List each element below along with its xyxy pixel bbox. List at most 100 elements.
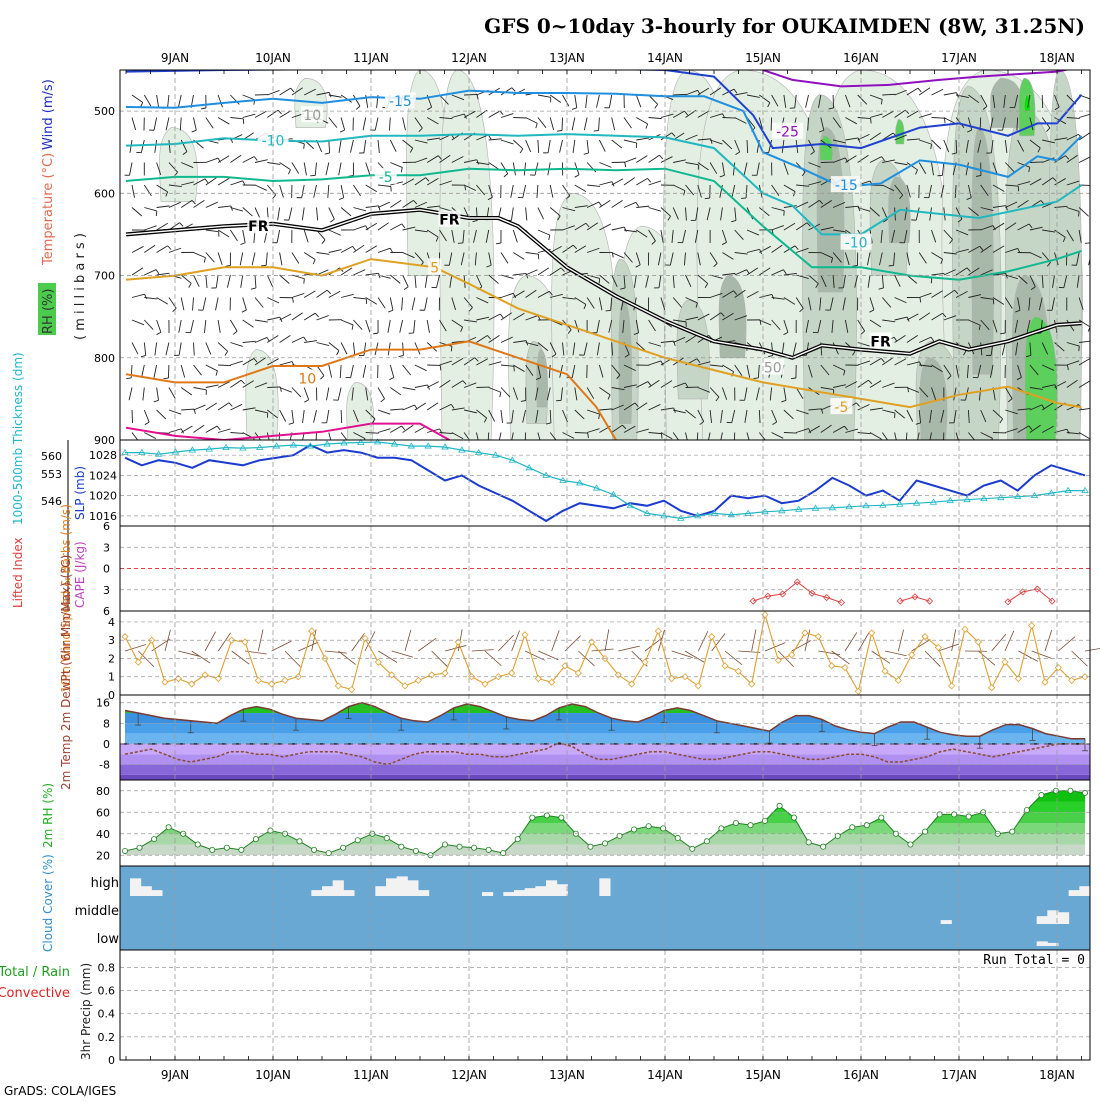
wind10m-barb <box>992 634 1006 651</box>
wind10m-point <box>122 634 128 640</box>
wind-barb <box>194 343 195 356</box>
wind-barb <box>351 365 354 378</box>
wind-barb <box>375 118 378 131</box>
wind-barb <box>227 275 230 288</box>
wind-barb <box>353 298 366 299</box>
wind-barb <box>907 88 918 95</box>
rh2m-point <box>151 837 156 842</box>
wind10m-point <box>269 681 275 687</box>
wind-barb <box>194 253 206 258</box>
wind-barb <box>280 185 284 197</box>
rh2m-point <box>166 825 171 830</box>
wind-barb-flag <box>251 288 256 289</box>
wind10m-point <box>335 683 341 689</box>
wind-barb <box>378 388 385 399</box>
wind-barb <box>612 200 623 207</box>
wind-barb <box>390 163 402 168</box>
wind-barb-flag <box>340 130 345 132</box>
wind10m-point <box>695 683 701 689</box>
rh2m-point <box>966 814 971 819</box>
wind-barb <box>155 140 157 153</box>
wind-barb <box>230 343 242 347</box>
wind-barb-flag <box>404 287 408 290</box>
rh2m-tick-label: 20 <box>96 849 110 862</box>
wind10m-barb <box>738 651 760 652</box>
cloud-bar-high <box>1079 886 1090 896</box>
rh2m-point <box>704 839 709 844</box>
rh2m-point <box>1039 792 1044 797</box>
wind10m-barb <box>498 635 513 651</box>
wind-barb <box>329 118 337 128</box>
wind-barb <box>194 425 205 432</box>
precip-tick-label: 0.6 <box>98 985 116 998</box>
wind-barb <box>415 343 420 355</box>
wind10m-barb <box>1005 631 1014 651</box>
wind-barb-flag <box>293 298 294 303</box>
wind-barb <box>194 118 197 131</box>
wind-barb <box>599 163 611 168</box>
wind-barb <box>304 230 308 242</box>
temp2m-label: 2m Temp 2m DewPt (6hr Min/Max) (°C) <box>59 555 73 790</box>
rh2m-point <box>224 845 229 850</box>
wind-barb <box>304 388 308 400</box>
wind-barb <box>341 208 351 216</box>
wind-barb <box>366 206 379 208</box>
wind-barb-flag <box>520 149 523 153</box>
rh2m-point <box>311 847 316 852</box>
wind-barb <box>157 95 159 108</box>
wind-barb-flag <box>304 337 307 341</box>
wind-barb <box>130 163 132 176</box>
wind-barb-flag <box>647 178 650 182</box>
wind-barb <box>143 388 144 401</box>
cloud-ylabel: Cloud Cover (%) <box>41 854 55 952</box>
wind10m-point <box>829 663 835 669</box>
temp2m-cold-band-0 <box>120 744 1090 754</box>
wind-barb <box>338 388 341 401</box>
wind-barb <box>302 208 304 221</box>
day-label-top: 14JAN <box>647 51 683 65</box>
cloud-bar-high <box>514 890 525 896</box>
wind-barb <box>400 320 403 333</box>
wind-barb <box>956 140 957 153</box>
precip-convective-label: Convective <box>0 986 70 1001</box>
wind-barb-flag <box>646 124 648 129</box>
wind-barb-flag <box>588 433 589 438</box>
wind-barb-flag <box>373 333 378 334</box>
wind-barb <box>771 118 772 131</box>
wind-barb <box>181 388 192 396</box>
wind-barb <box>255 185 267 190</box>
rh2m-point <box>821 844 826 849</box>
rh2m-point <box>239 847 244 852</box>
wind-barb-flag <box>304 279 305 284</box>
wind-barb-flag <box>500 392 501 397</box>
slp-tick-label: 1024 <box>89 469 117 482</box>
lifted-tick-label: 0 <box>103 563 110 576</box>
rh2m-point <box>122 848 127 853</box>
wind-barb <box>513 118 526 119</box>
wind-barb <box>302 185 305 198</box>
wind-barb-flag <box>402 224 405 228</box>
rh2m-point <box>748 823 753 828</box>
wind-label: Wind (m/s) <box>41 79 56 150</box>
cloud-bar-high <box>333 880 344 896</box>
cloud-bar-high <box>1069 890 1080 896</box>
wind-barb-flag <box>278 110 281 114</box>
wind-barb <box>599 118 600 131</box>
wind-barb <box>353 320 362 330</box>
wind10m-point <box>135 659 141 665</box>
wind-barb <box>132 118 136 130</box>
wind-barb <box>1091 433 1098 444</box>
wind-tick-label: 3 <box>108 634 115 647</box>
cloud-level-high: high <box>91 876 119 891</box>
wind-barb <box>329 230 341 235</box>
wind-barb <box>624 158 636 163</box>
day-label-bottom: 11JAN <box>353 1068 389 1082</box>
wind-barb <box>511 208 513 221</box>
contour-label-5: -5 <box>379 170 393 186</box>
wind-barb <box>216 275 218 288</box>
wind-barb <box>278 208 280 221</box>
wind-barb <box>572 118 575 131</box>
wind-barb <box>280 275 290 284</box>
wind-barb <box>132 410 133 423</box>
wind-barb <box>563 95 569 106</box>
